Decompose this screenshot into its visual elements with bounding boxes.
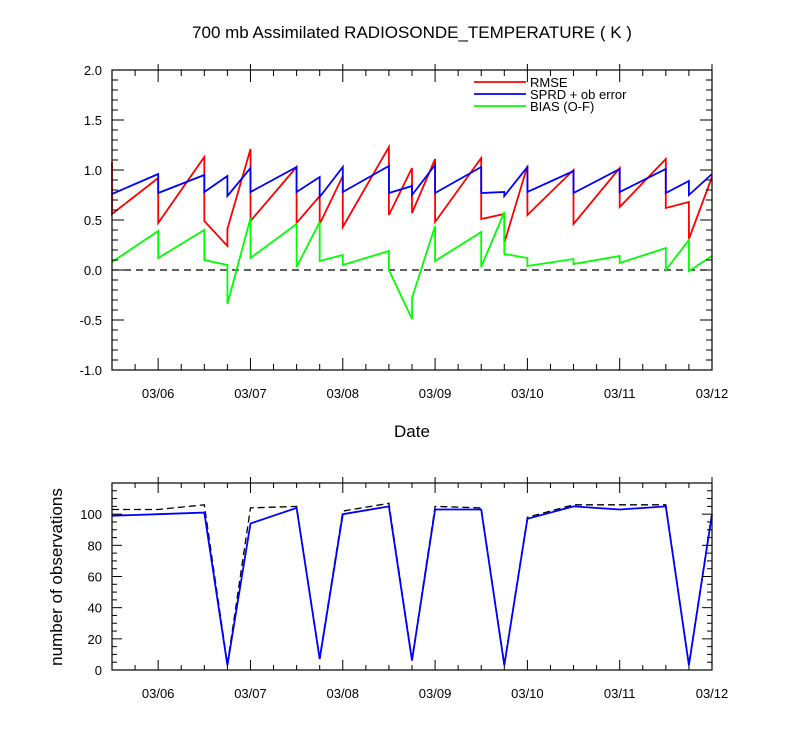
x-tick-label: 03/10 bbox=[511, 386, 544, 401]
x-tick-label: 03/08 bbox=[326, 686, 359, 701]
x-tick-label: 03/08 bbox=[326, 386, 359, 401]
x-tick-label: 03/09 bbox=[419, 386, 452, 401]
y-tick-label: 0.5 bbox=[84, 213, 102, 228]
y-tick-label: 0 bbox=[95, 663, 102, 678]
y-axis-title: number of observations bbox=[47, 488, 66, 666]
legend-label: RMSE bbox=[530, 75, 568, 90]
x-tick-label: 03/12 bbox=[696, 386, 729, 401]
series-line-bias-o-f bbox=[111, 211, 713, 320]
y-tick-label: -1.0 bbox=[80, 363, 102, 378]
y-tick-label: 2.0 bbox=[84, 63, 102, 78]
y-tick-label: 1.0 bbox=[84, 163, 102, 178]
x-tick-label: 03/10 bbox=[511, 686, 544, 701]
y-tick-label: 80 bbox=[88, 538, 102, 553]
x-tick-label: 03/07 bbox=[234, 686, 267, 701]
y-tick-label: 0.0 bbox=[84, 263, 102, 278]
x-tick-label: 03/06 bbox=[142, 386, 175, 401]
y-tick-label: 20 bbox=[88, 632, 102, 647]
y-tick-label: 1.5 bbox=[84, 113, 102, 128]
top-plot-area: 03/06 03/07 03/08 03/09 03/10 03/11 03/12 -1.0 -… bbox=[80, 63, 729, 401]
bottom-plot-area: 03/06 03/07 03/08 03/09 03/10 03/11 03/12 0 20 40… bbox=[80, 477, 728, 701]
series-line-possible-observations bbox=[112, 502, 713, 664]
x-tick-label: 03/07 bbox=[234, 386, 267, 401]
y-tick-label: 100 bbox=[80, 507, 102, 522]
legend-label: SPRD + ob error bbox=[530, 87, 627, 102]
y-tick-label: -0.5 bbox=[80, 313, 102, 328]
x-tick-label: 03/12 bbox=[696, 686, 729, 701]
legend-label: BIAS (O-F) bbox=[530, 99, 594, 114]
x-tick-label: 03/11 bbox=[604, 386, 636, 401]
series-line-used-observations bbox=[111, 505, 713, 666]
top-plot-frame bbox=[111, 69, 713, 371]
x-axis-title: Date bbox=[394, 422, 430, 441]
x-tick-label: 03/06 bbox=[142, 686, 175, 701]
y-tick-label: 60 bbox=[88, 570, 102, 585]
bottom-plot-frame bbox=[111, 482, 713, 671]
x-tick-label: 03/11 bbox=[604, 686, 636, 701]
chart-title: 700 mb Assimilated RADIOSONDE_TEMPERATUR… bbox=[192, 23, 632, 42]
x-tick-label: 03/09 bbox=[419, 686, 452, 701]
rmse-bias-panel: 700 mb Assimilated RADIOSONDE_TEMPERATUR… bbox=[80, 23, 729, 441]
series-line-sprd-ob-error bbox=[111, 162, 713, 200]
y-tick-label: 40 bbox=[88, 601, 102, 616]
observation-count-panel: 03/06 03/07 03/08 03/09 03/10 03/11 03/12 0 20 40… bbox=[47, 477, 728, 701]
